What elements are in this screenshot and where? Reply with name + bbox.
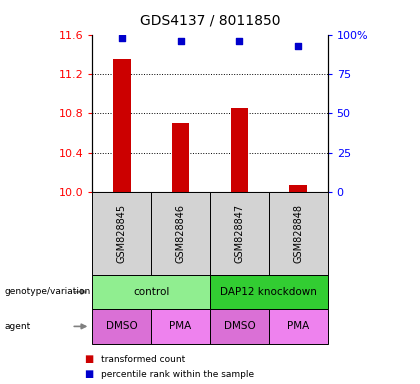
Bar xyxy=(231,108,248,192)
Text: PMA: PMA xyxy=(287,321,309,331)
Point xyxy=(295,43,302,49)
Point xyxy=(118,35,125,41)
Text: transformed count: transformed count xyxy=(101,354,185,364)
Bar xyxy=(92,192,151,275)
Text: percentile rank within the sample: percentile rank within the sample xyxy=(101,370,254,379)
Text: DMSO: DMSO xyxy=(106,321,138,331)
Text: GSM828848: GSM828848 xyxy=(293,204,303,263)
Text: genotype/variation: genotype/variation xyxy=(4,287,90,296)
Text: DAP12 knockdown: DAP12 knockdown xyxy=(220,287,317,297)
Point xyxy=(236,38,243,44)
Bar xyxy=(210,192,269,275)
Text: DMSO: DMSO xyxy=(223,321,255,331)
Bar xyxy=(210,275,328,309)
Bar xyxy=(113,59,131,192)
Text: GDS4137 / 8011850: GDS4137 / 8011850 xyxy=(140,13,280,27)
Text: GSM828847: GSM828847 xyxy=(234,204,244,263)
Bar xyxy=(151,309,210,344)
Text: GSM828846: GSM828846 xyxy=(176,204,186,263)
Text: PMA: PMA xyxy=(170,321,192,331)
Bar xyxy=(151,192,210,275)
Bar xyxy=(289,185,307,192)
Point xyxy=(177,38,184,44)
Text: control: control xyxy=(133,287,169,297)
Bar xyxy=(269,192,328,275)
Bar xyxy=(210,309,269,344)
Bar xyxy=(92,275,210,309)
Text: ■: ■ xyxy=(84,369,93,379)
Bar xyxy=(269,309,328,344)
Text: ■: ■ xyxy=(84,354,93,364)
Text: agent: agent xyxy=(4,322,31,331)
Bar xyxy=(92,309,151,344)
Text: GSM828845: GSM828845 xyxy=(117,204,127,263)
Bar xyxy=(172,123,189,192)
